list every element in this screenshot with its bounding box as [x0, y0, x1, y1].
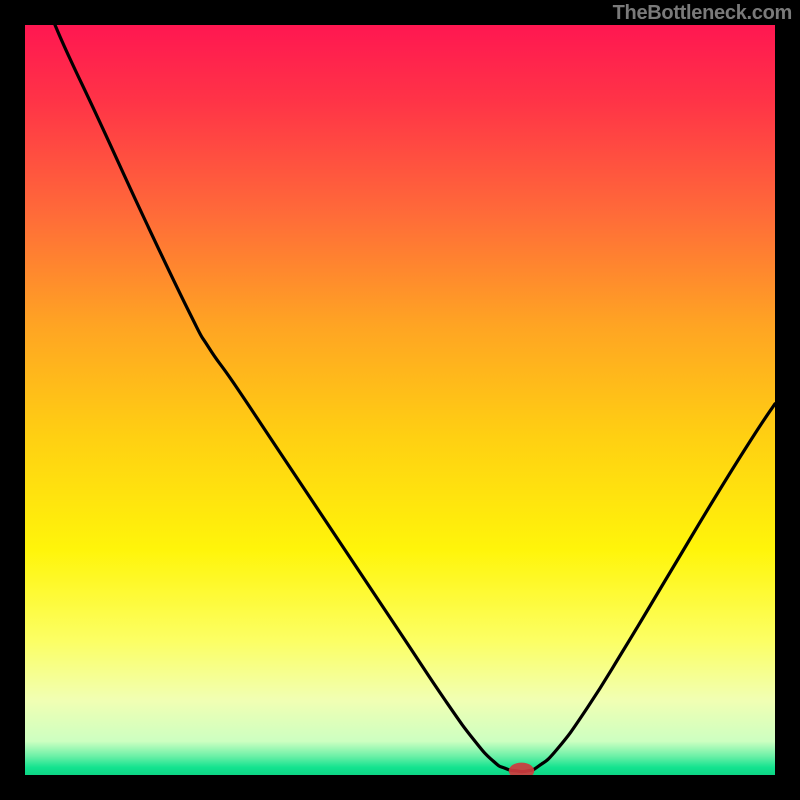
watermark-label: TheBottleneck.com: [613, 2, 792, 25]
plot-background: [25, 25, 775, 775]
bottleneck-chart: [0, 0, 800, 800]
chart-container: TheBottleneck.com: [0, 0, 800, 800]
